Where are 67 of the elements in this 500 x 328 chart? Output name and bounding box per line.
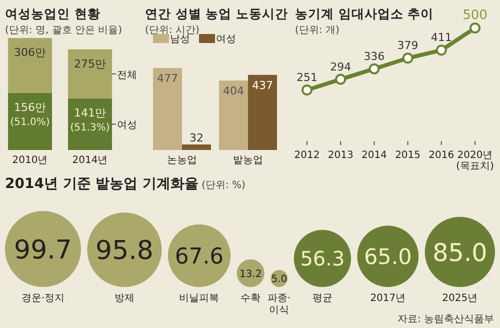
data-label: 294 [330, 60, 352, 74]
bar [153, 68, 182, 150]
category-label: 수확 [240, 293, 261, 304]
category-label: 경운·정지 [21, 293, 65, 304]
chart-subtitle: (단위: 개) [295, 25, 340, 36]
data-label: 5.0 [271, 274, 288, 286]
total-label: 306만 [14, 46, 46, 59]
bar [68, 49, 112, 98]
x-tick-label: 2014 [361, 150, 387, 161]
legend-label: 남성 [170, 34, 190, 45]
data-label: 379 [397, 39, 418, 52]
data-label: 65.0 [364, 245, 412, 270]
bar [8, 92, 52, 150]
chart-title: 농기계 임대사업소 추이 [295, 6, 434, 21]
category-label: 2017년 [370, 293, 406, 304]
x-tick-label: 2012 [294, 150, 320, 161]
category-label: 2025년 [442, 293, 478, 304]
category-label: 비닐피복 [179, 293, 220, 304]
x-tick-label: 밭농업 [233, 155, 263, 166]
x-tick-label: 2013 [328, 150, 354, 161]
text: (단위: %) [202, 180, 246, 191]
data-label: 477 [157, 72, 178, 85]
category-label: 평균 [312, 293, 332, 304]
bar [68, 98, 112, 150]
chart-title: 여성농업인 현황 [5, 6, 100, 21]
category-label: 파종·이식 [268, 293, 291, 316]
bar [248, 74, 277, 150]
data-label: 141만 (51.3%) [70, 106, 110, 134]
legend-label: 여성 [216, 34, 236, 45]
chart-subtitle: (단위: 명, 괄호 안은 비율) [5, 25, 122, 36]
x-tick-label: 2016 [428, 150, 454, 161]
text: 2014년 기준 밭농업 기계화율 [5, 176, 199, 192]
chart-title: 연간 성별 농업 노동시간 [145, 6, 288, 21]
data-label: 411 [430, 31, 452, 44]
x-tick-label: 2020년 (목표치) [456, 150, 494, 172]
chart-subtitle: (단위: 시간) [145, 25, 200, 36]
point [302, 84, 312, 96]
x-tick-label: 2010년 [12, 155, 48, 166]
point [436, 44, 447, 56]
total-label: 275만 [74, 57, 106, 70]
x-tick-label: 논농업 [167, 155, 197, 166]
bar [8, 38, 52, 93]
data-label: 437 [252, 78, 273, 92]
x-tick-label: 2014년 [72, 155, 108, 166]
data-label: 67.6 [174, 244, 224, 270]
data-label: 336 [364, 50, 385, 63]
series-label: 여성 [117, 120, 137, 132]
series-label: 전체 [117, 70, 137, 81]
data-label: 32 [190, 132, 204, 144]
data-label: 13.2 [239, 268, 262, 280]
data-label: 156만 (51.0%) [10, 100, 50, 128]
data-label: 56.3 [300, 246, 345, 271]
point [402, 52, 414, 64]
point [335, 74, 346, 85]
text: 자료: 농림축산식품부 [397, 314, 494, 325]
bar [219, 80, 248, 150]
data-label: 95.8 [96, 236, 154, 266]
data-label: 404 [223, 84, 244, 98]
data-label: 99.7 [14, 235, 72, 266]
bar [182, 144, 211, 150]
point [368, 63, 380, 74]
data-label: 251 [296, 71, 318, 84]
point [470, 22, 480, 34]
category-label: 방제 [114, 293, 134, 304]
data-label: 85.0 [432, 238, 488, 267]
data-label: 500 [462, 8, 488, 23]
x-tick-label: 2015 [395, 150, 421, 161]
